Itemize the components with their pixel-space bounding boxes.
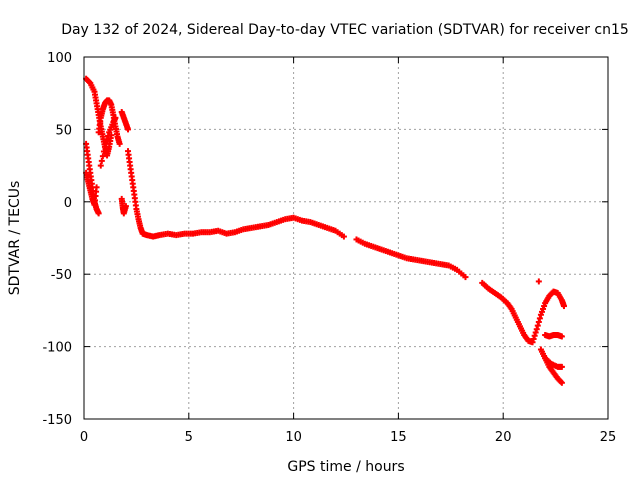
x-axis-label: GPS time / hours bbox=[287, 459, 404, 475]
data-point-marker bbox=[98, 157, 105, 164]
y-tick-label: -150 bbox=[42, 413, 72, 428]
data-point-marker bbox=[125, 126, 132, 133]
data-point-marker bbox=[116, 140, 123, 147]
data-point-marker bbox=[530, 335, 537, 342]
data-point-marker bbox=[558, 363, 565, 370]
x-tick-label: 15 bbox=[390, 430, 407, 445]
y-axis-label: SDTVAR / TECUs bbox=[7, 181, 23, 296]
y-tick-label: -100 bbox=[42, 341, 72, 356]
data-point-marker bbox=[558, 379, 565, 386]
data-point-marker bbox=[93, 184, 100, 191]
data-point-marker bbox=[529, 339, 536, 346]
plot-frame bbox=[83, 56, 609, 420]
y-tick-label: 100 bbox=[47, 51, 72, 66]
data-point-marker bbox=[534, 322, 541, 329]
x-tick-label: 0 bbox=[80, 430, 88, 445]
data-point-marker bbox=[533, 326, 540, 333]
data-point-marker bbox=[558, 333, 565, 340]
data-point-marker bbox=[536, 315, 543, 322]
data-point-marker bbox=[535, 318, 542, 325]
grid-lines bbox=[84, 57, 608, 419]
data-point-marker bbox=[532, 329, 539, 336]
y-tick-label: 50 bbox=[55, 123, 72, 138]
axis-ticks: 0 5 10 15 20 25 100 50 0 -50 -100 -150 bbox=[42, 51, 616, 445]
x-tick-label: 20 bbox=[495, 430, 512, 445]
data-point-marker bbox=[108, 132, 115, 139]
data-point-marker bbox=[97, 162, 104, 169]
data-point-marker bbox=[560, 303, 567, 310]
data-point-marker bbox=[462, 274, 469, 281]
data-point-marker bbox=[122, 203, 129, 210]
data-point-marker bbox=[531, 332, 538, 339]
x-tick-label: 10 bbox=[285, 430, 302, 445]
data-point-marker bbox=[340, 233, 347, 240]
x-tick-label: 5 bbox=[185, 430, 193, 445]
data-point-marker bbox=[535, 278, 542, 285]
x-tick-label: 25 bbox=[600, 430, 617, 445]
chart-title: Day 132 of 2024, Sidereal Day-to-day VTE… bbox=[61, 22, 629, 38]
y-tick-label: 0 bbox=[64, 196, 72, 211]
data-point-marker bbox=[95, 210, 102, 217]
y-tick-label: -50 bbox=[51, 268, 72, 283]
data-points bbox=[83, 75, 567, 386]
